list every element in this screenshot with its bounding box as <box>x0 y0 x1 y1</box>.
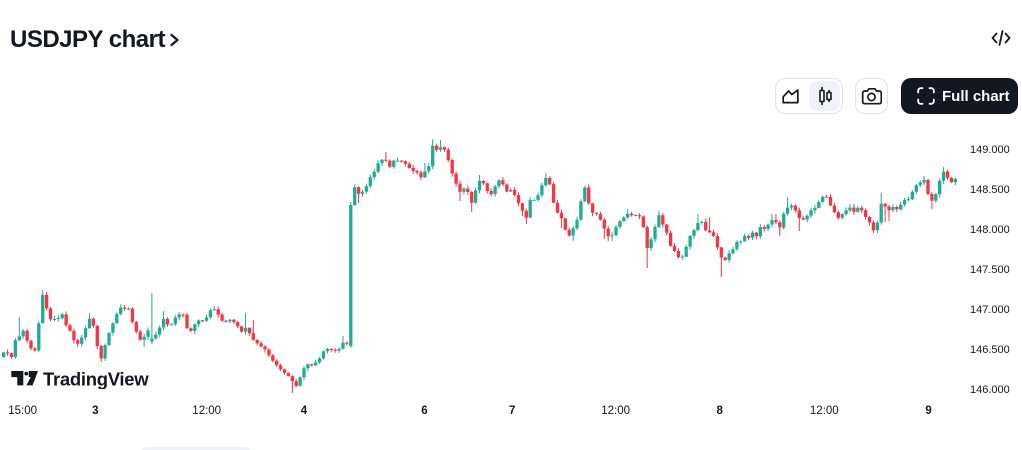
svg-text:12:00: 12:00 <box>601 405 630 417</box>
svg-text:3: 3 <box>92 405 98 417</box>
svg-text:147.500: 147.500 <box>970 264 1010 276</box>
svg-text:7: 7 <box>509 405 515 417</box>
svg-text:8: 8 <box>716 405 723 417</box>
svg-text:147.000: 147.000 <box>970 304 1010 316</box>
svg-text:4: 4 <box>301 405 308 417</box>
svg-text:12:00: 12:00 <box>192 405 221 417</box>
svg-text:12:00: 12:00 <box>810 405 839 417</box>
svg-text:15:00: 15:00 <box>8 405 37 417</box>
svg-text:TradingView: TradingView <box>43 369 149 389</box>
svg-text:6: 6 <box>421 405 427 417</box>
svg-text:148.500: 148.500 <box>970 184 1010 196</box>
svg-text:146.500: 146.500 <box>970 344 1010 356</box>
svg-text:146.000: 146.000 <box>970 384 1010 396</box>
svg-text:148.000: 148.000 <box>970 224 1010 236</box>
svg-text:9: 9 <box>925 405 931 417</box>
svg-text:149.000: 149.000 <box>970 144 1010 156</box>
